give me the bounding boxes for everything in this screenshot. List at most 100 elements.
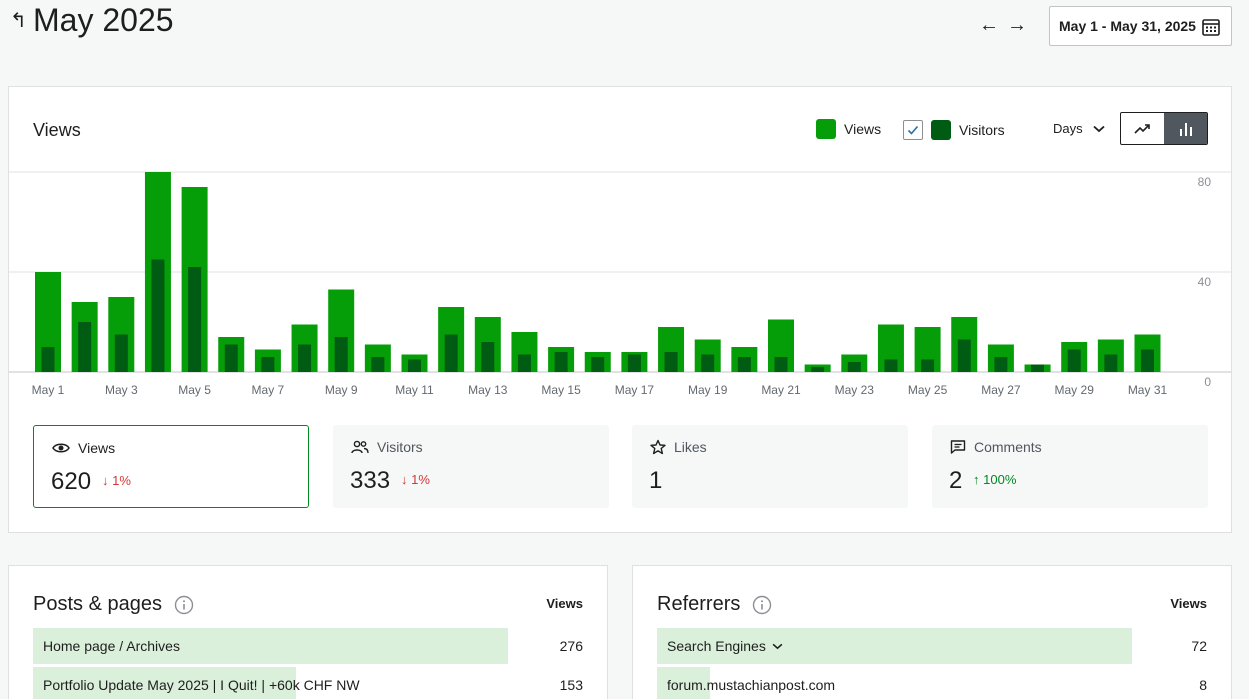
- x-tick-label: May 29: [1055, 383, 1095, 397]
- visitors-bar: [517, 354, 531, 372]
- visitors-bar: [298, 344, 312, 372]
- x-tick-label: May 9: [325, 383, 358, 397]
- visitors-bar: [78, 322, 92, 372]
- row-title[interactable]: forum.mustachianpost.com: [667, 677, 836, 693]
- stat-views-label: Views: [78, 440, 116, 456]
- period-select[interactable]: Days: [1053, 121, 1105, 136]
- bar-chart-icon: [1179, 122, 1192, 136]
- stat-card-comments[interactable]: Comments 2 ↑ 100%: [932, 425, 1208, 508]
- stat-comments-change: ↑ 100%: [973, 472, 1017, 487]
- stat-visitors-change: ↓ 1%: [401, 472, 430, 487]
- referrers-title: Referrers: [657, 593, 772, 616]
- previous-period-button[interactable]: ←: [979, 14, 999, 36]
- stat-views-value: 620: [51, 468, 92, 495]
- visitors-bar: [664, 352, 678, 372]
- people-icon: [351, 440, 369, 454]
- chart-type-toggle: [1120, 112, 1208, 145]
- star-icon: [650, 439, 666, 455]
- stat-likes-header: Likes: [650, 439, 707, 455]
- row-title-text: Search Engines: [667, 638, 766, 654]
- eye-icon: [52, 443, 70, 453]
- stat-card-views[interactable]: Views 620 ↓ 1%: [33, 425, 309, 508]
- legend-views-label: Views: [844, 121, 882, 137]
- row-share-bar: [33, 667, 296, 699]
- visitors-checkbox[interactable]: [903, 120, 923, 140]
- referrers-views-column-header: Views: [1170, 596, 1207, 611]
- table-row[interactable]: Portfolio Update May 2025 | I Quit! | +6…: [33, 667, 583, 699]
- visitors-bar: [591, 357, 605, 372]
- y-tick-label: 40: [1198, 275, 1212, 289]
- visitors-bar: [921, 359, 935, 372]
- trend-line-icon: [1133, 123, 1150, 134]
- visitors-bar: [701, 354, 715, 372]
- visitors-bar: [444, 334, 458, 372]
- row-views: 72: [1191, 638, 1207, 654]
- visitors-bar: [554, 352, 568, 372]
- visitors-bar: [1031, 364, 1045, 372]
- row-title[interactable]: Search Engines: [667, 638, 783, 654]
- posts-pages-title-text: Posts & pages: [33, 593, 162, 615]
- x-tick-label: May 19: [688, 383, 728, 397]
- stat-comments-header: Comments: [950, 439, 1042, 455]
- visitors-bar: [114, 334, 128, 372]
- info-icon[interactable]: [174, 595, 194, 615]
- visitors-bar: [994, 357, 1008, 372]
- legend-visitors-label: Visitors: [959, 122, 1005, 138]
- stat-visitors-header: Visitors: [351, 439, 423, 455]
- stat-visitors-change-value: 1%: [411, 472, 430, 487]
- checkmark-icon: [907, 125, 919, 135]
- info-icon[interactable]: [752, 595, 772, 615]
- visitors-bar: [371, 357, 385, 372]
- table-row[interactable]: forum.mustachianpost.com 8: [657, 667, 1207, 699]
- legend-views: Views: [816, 119, 881, 139]
- posts-pages-card: Posts & pages Views Home page / Archives…: [8, 565, 608, 699]
- x-tick-label: May 23: [835, 383, 875, 397]
- x-tick-label: May 25: [908, 383, 948, 397]
- page-header: ↰ May 2025 ← → May 1 - May 31, 2025: [0, 0, 1249, 60]
- row-title[interactable]: Portfolio Update May 2025 | I Quit! | +6…: [43, 677, 360, 693]
- table-row[interactable]: Search Engines 72: [657, 628, 1207, 664]
- stat-card-visitors[interactable]: Visitors 333 ↓ 1%: [333, 425, 609, 508]
- chevron-down-icon[interactable]: [772, 643, 783, 650]
- x-tick-label: May 31: [1128, 383, 1168, 397]
- visitors-bar: [884, 359, 898, 372]
- bar-chart-button[interactable]: [1164, 113, 1207, 144]
- x-tick-label: May 1: [32, 383, 65, 397]
- visitors-bar: [334, 337, 348, 372]
- stat-views-change-value: 1%: [112, 473, 131, 488]
- stat-likes-label: Likes: [674, 439, 707, 455]
- stat-likes-value: 1: [649, 467, 663, 494]
- page-title: May 2025: [33, 2, 174, 38]
- row-title[interactable]: Home page / Archives: [43, 638, 180, 654]
- next-period-button[interactable]: →: [1007, 14, 1027, 36]
- x-tick-label: May 7: [252, 383, 285, 397]
- stat-visitors-label: Visitors: [377, 439, 423, 455]
- visitors-bar: [224, 344, 238, 372]
- visitors-bar: [737, 357, 751, 372]
- table-row[interactable]: Home page / Archives 276: [33, 628, 583, 664]
- row-share-bar: [33, 628, 508, 664]
- referrers-title-text: Referrers: [657, 593, 741, 615]
- visitors-bar: [481, 342, 495, 372]
- posts-views-column-header: Views: [546, 596, 583, 611]
- x-tick-label: May 11: [395, 383, 434, 397]
- visitors-bar: [811, 367, 825, 372]
- date-range-picker[interactable]: May 1 - May 31, 2025: [1049, 6, 1232, 46]
- posts-pages-title: Posts & pages: [33, 593, 194, 616]
- back-arrow-icon[interactable]: ↰: [10, 10, 27, 32]
- legend-visitors[interactable]: Visitors: [903, 120, 1005, 140]
- stat-card-likes[interactable]: Likes 1: [632, 425, 908, 508]
- chevron-down-icon: [1093, 125, 1105, 132]
- referrers-card: Referrers Views Search Engines 72 forum.…: [632, 565, 1232, 699]
- x-tick-label: May 3: [105, 383, 138, 397]
- stat-views-change: ↓ 1%: [102, 473, 131, 488]
- line-chart-button[interactable]: [1121, 113, 1164, 144]
- visitors-bar: [151, 259, 165, 372]
- y-tick-label: 80: [1198, 175, 1212, 189]
- x-tick-label: May 27: [981, 383, 1021, 397]
- stat-comments-label: Comments: [974, 439, 1042, 455]
- chart-title: Views: [33, 120, 81, 140]
- y-tick-label: 0: [1204, 375, 1211, 389]
- x-tick-label: May 13: [468, 383, 508, 397]
- views-swatch: [816, 119, 836, 139]
